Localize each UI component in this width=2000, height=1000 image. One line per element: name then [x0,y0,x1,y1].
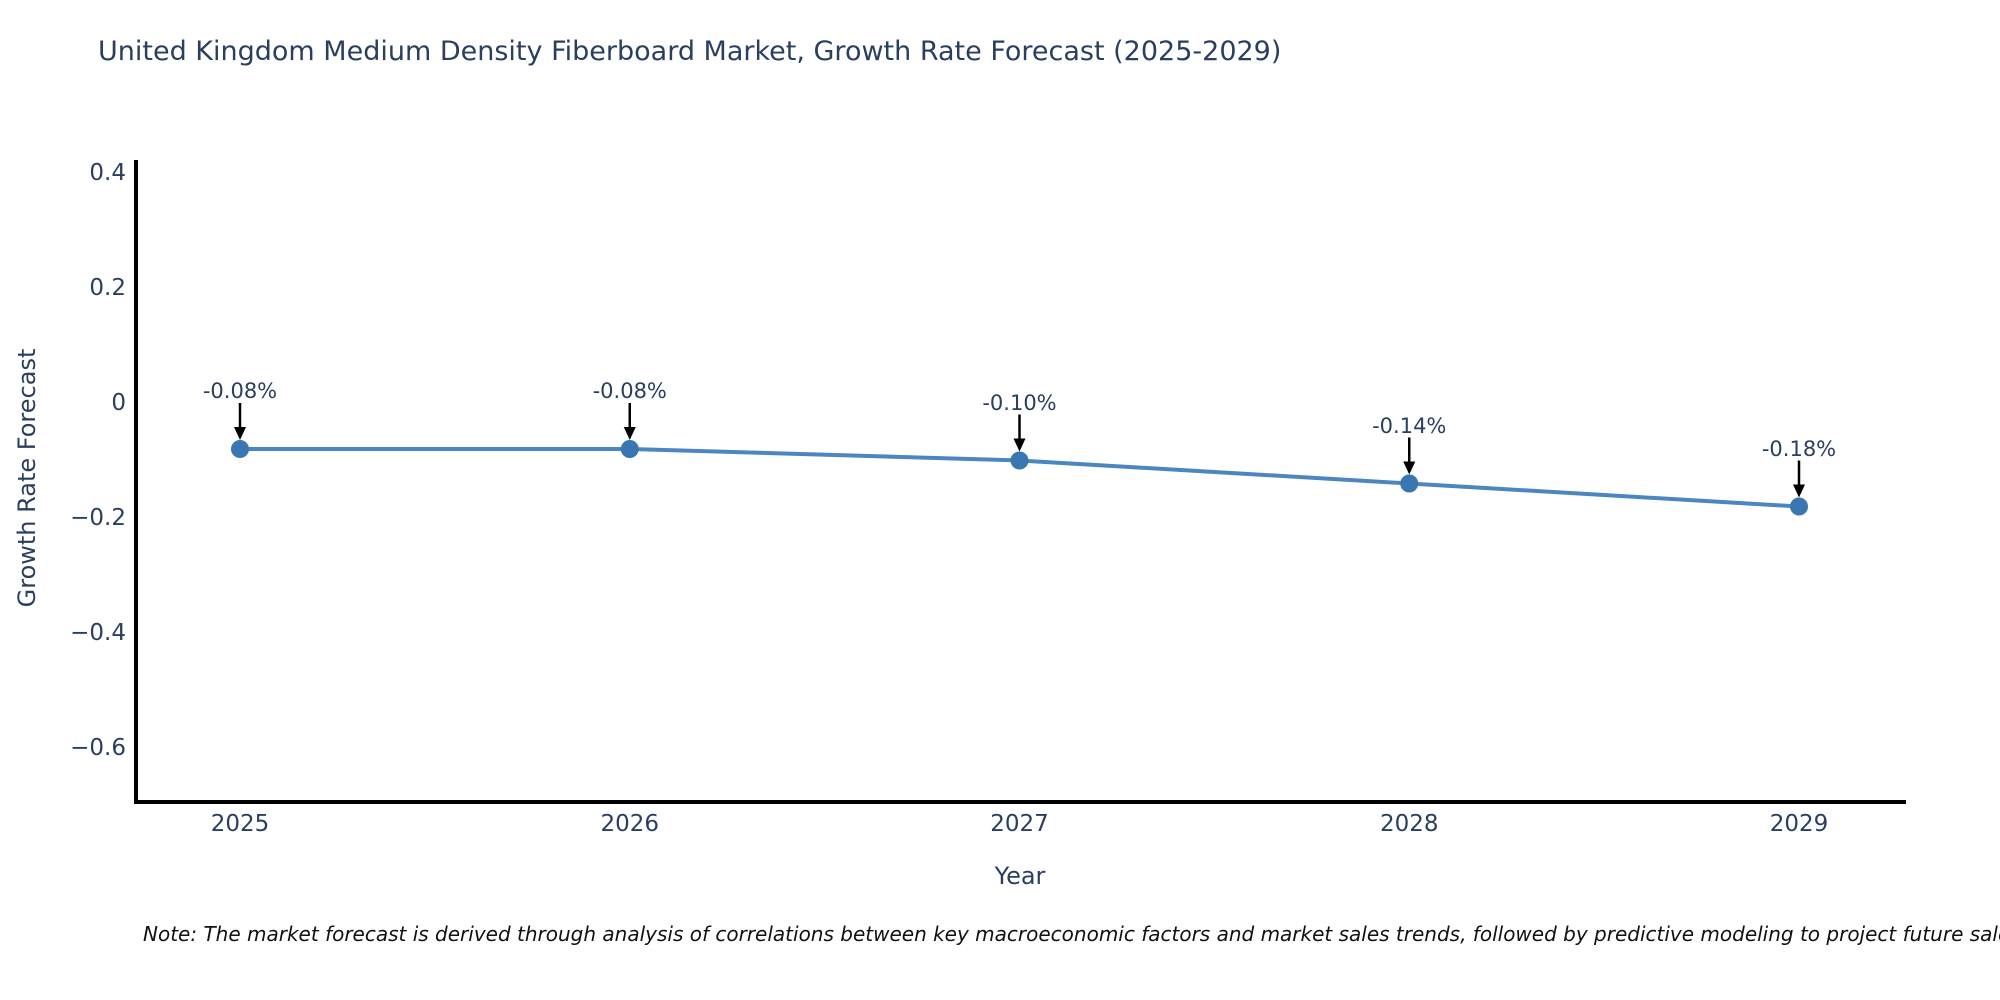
data-point-marker[interactable] [231,440,249,458]
data-point-marker[interactable] [1010,451,1029,470]
x-tick-label: 2026 [600,811,660,837]
x-axis-title: Year [994,862,1046,890]
data-point-label: -0.08% [202,379,278,403]
data-point-label: -0.18% [1761,436,1837,461]
data-point-label: -0.14% [1372,413,1447,438]
y-tick-label: −0.4 [70,620,126,646]
x-tick-label: 2029 [1769,811,1829,837]
y-tick-label: 0.2 [89,275,126,301]
annotation-arrowhead-icon [1403,461,1416,475]
annotation-arrowhead-icon [1793,484,1805,498]
x-axis-line [134,800,1906,804]
x-tick-label: 2025 [210,811,270,837]
chart-title: United Kingdom Medium Density Fiberboard… [98,36,1282,67]
data-point-marker[interactable] [1790,497,1808,516]
annotation-arrowhead-icon [234,427,246,440]
data-point-marker[interactable] [620,440,639,458]
y-tick-label: −0.2 [70,505,126,531]
y-axis-line [134,160,138,804]
data-point-label: -0.10% [982,390,1057,415]
y-tick-label: −0.6 [70,735,126,761]
data-point-marker[interactable] [1400,474,1419,493]
annotation-arrowhead-icon [1013,438,1026,452]
y-tick-label: 0 [111,390,126,416]
data-point-label: -0.08% [592,379,667,403]
annotation-arrowhead-icon [623,427,636,440]
x-tick-label: 2028 [1379,811,1439,837]
y-tick-label: 0.4 [89,160,126,186]
x-tick-label: 2027 [990,811,1049,837]
footnote: Note: The market forecast is derived thr… [143,922,2000,946]
